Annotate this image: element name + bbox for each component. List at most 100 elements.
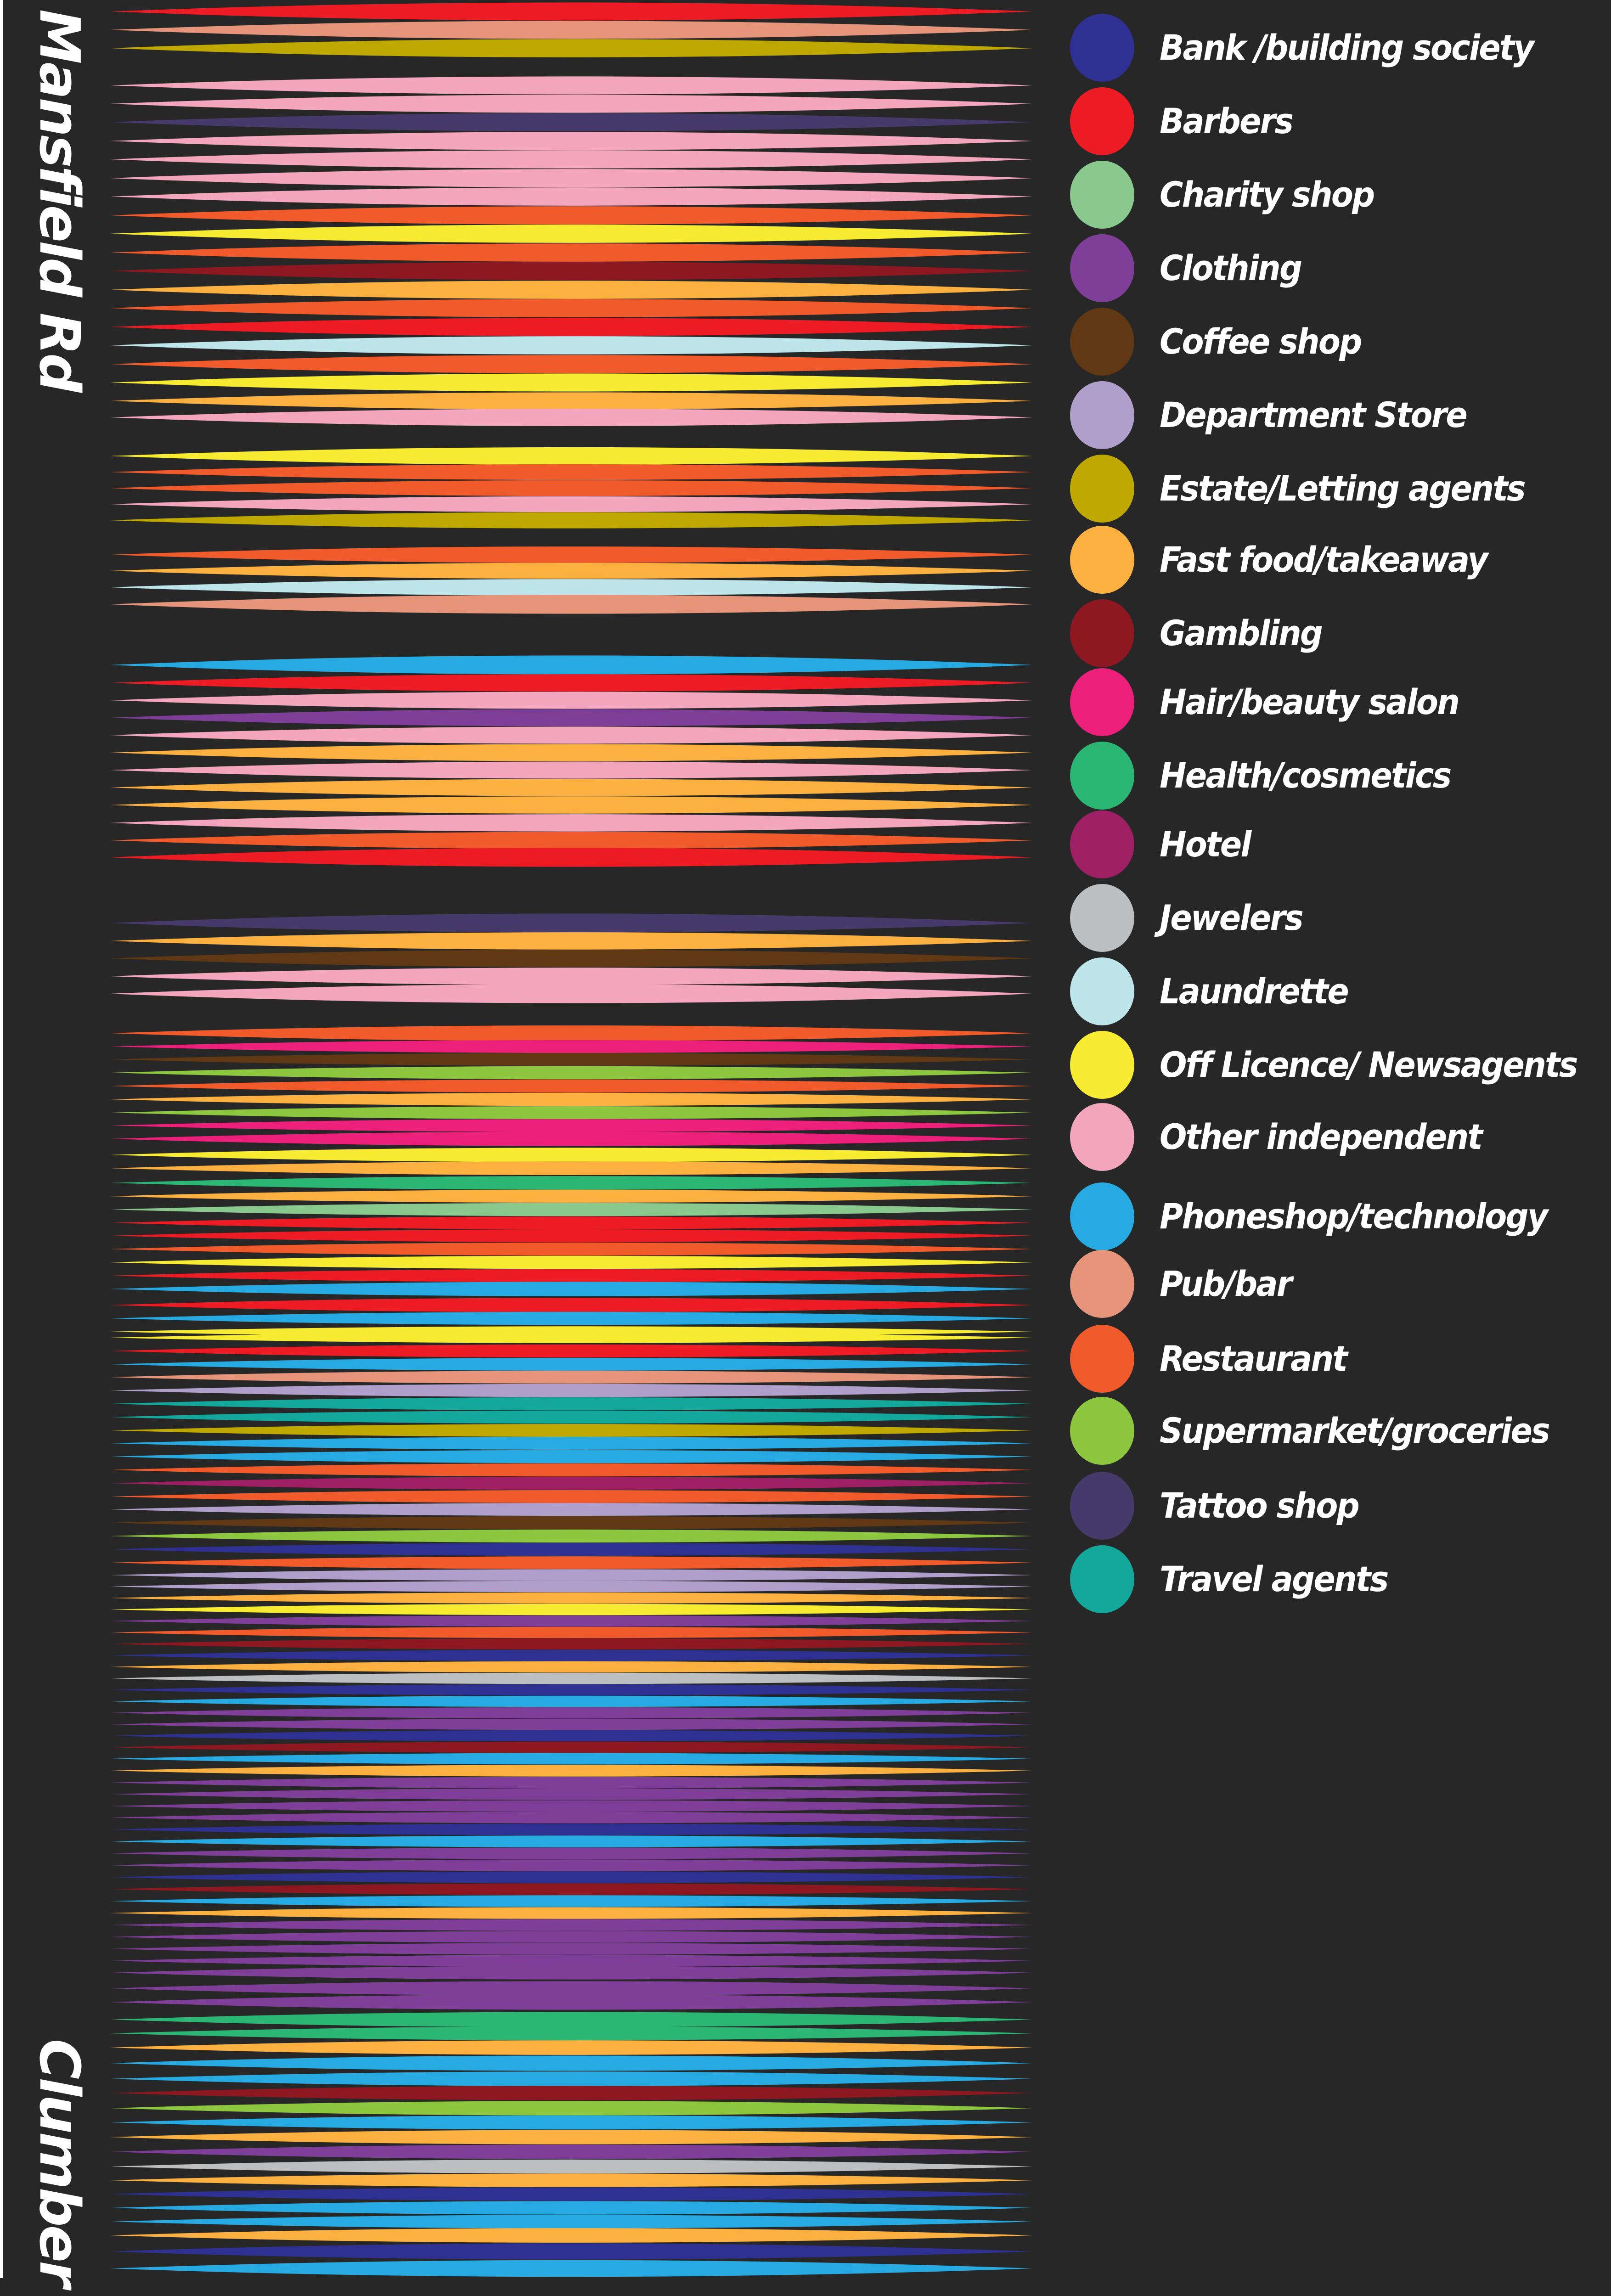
shop-stripe-restaurant (110, 243, 1032, 262)
shop-stripe-phone (110, 2071, 1032, 2086)
shop-stripe-travel (110, 1397, 1032, 1411)
shop-stripe-coffee (110, 1516, 1032, 1530)
legend-item-jewelers: Jewelers (1070, 884, 1603, 953)
shop-stripe-phone (110, 1695, 1032, 1707)
legend-label: Bank /building society (1160, 27, 1534, 68)
shop-stripe-gambling (110, 1883, 1032, 1895)
legend-swatch-icon (1070, 668, 1134, 736)
legend-label: Laundrette (1160, 971, 1349, 1012)
shop-stripe-hair (110, 1119, 1032, 1132)
shop-stripe-restaurant (110, 1242, 1032, 1256)
shop-stripe-barbers (110, 2, 1032, 21)
shop-stripe-pub (110, 595, 1032, 614)
legend-item-charity: Charity shop (1070, 161, 1603, 230)
shop-stripe-other (110, 692, 1032, 709)
legend-label: Fast food/takeaway (1160, 539, 1488, 580)
shop-stripe-clothing (110, 1943, 1032, 1955)
shop-stripe-phone (110, 1895, 1032, 1907)
shop-stripe-gambling (110, 1741, 1032, 1753)
legend-label: Coffee shop (1160, 321, 1362, 362)
shop-stripe-coffee (110, 950, 1032, 967)
shop-stripe-phone (110, 1282, 1032, 1296)
legend-item-laundrette: Laundrette (1070, 957, 1603, 1026)
shop-stripe-phone (110, 655, 1032, 675)
shop-stripe-fastfood (110, 2228, 1032, 2243)
shop-stripe-coffee (110, 1053, 1032, 1066)
shop-stripe-clothing (110, 1981, 1032, 1996)
shop-stripe-phone (110, 2215, 1032, 2228)
shop-stripe-department (110, 1569, 1032, 1581)
shop-stripe-bank (110, 1823, 1032, 1835)
legend-swatch-icon (1070, 526, 1134, 594)
shop-stripe-gambling (110, 262, 1032, 280)
shop-stripe-offlicence (110, 1604, 1032, 1615)
shop-stripe-phone (110, 1311, 1032, 1325)
shop-stripe-clothing (110, 1777, 1032, 1789)
legend-item-restaurant: Restaurant (1070, 1325, 1603, 1394)
shop-stripe-barbers (110, 1269, 1032, 1283)
shop-stripe-bank (110, 1871, 1032, 1883)
legend-label: Barbers (1160, 101, 1294, 141)
shop-stripe-clothing (110, 1931, 1032, 1943)
shop-stripe-other (110, 169, 1032, 187)
legend-swatch-icon (1070, 884, 1134, 952)
shop-stripe-bank (110, 1684, 1032, 1696)
legend-item-travel: Travel agents (1070, 1545, 1603, 1614)
shop-stripe-estate (110, 512, 1032, 529)
shop-stripe-department (110, 1581, 1032, 1593)
legend-label: Off Licence/ Newsagents (1160, 1044, 1578, 1085)
shop-stripe-other (110, 761, 1032, 779)
shop-stripe-clothing (110, 1847, 1032, 1859)
shop-stripe-restaurant (110, 1556, 1032, 1569)
shop-stripe-fastfood (110, 2130, 1032, 2144)
shop-stripe-restaurant (110, 1626, 1032, 1638)
legend-swatch-icon (1070, 14, 1134, 82)
shop-stripe-travel (110, 1410, 1032, 1424)
shop-stripe-clothing (110, 2144, 1032, 2159)
shop-stripe-fastfood (110, 1765, 1032, 1777)
shop-stripe-jewelers (110, 2159, 1032, 2174)
legend-label: Jewelers (1160, 897, 1304, 938)
legend-item-barbers: Barbers (1070, 87, 1603, 156)
shop-stripe-clothing (110, 709, 1032, 726)
shop-stripe-hair (110, 1040, 1032, 1053)
shop-stripe-clothing (110, 1919, 1032, 1931)
legend-item-hotel: Hotel (1070, 810, 1603, 879)
shop-stripe-other (110, 984, 1032, 1003)
shop-stripe-other (110, 150, 1032, 169)
legend-label: Health/cosmetics (1160, 755, 1452, 796)
shop-stripe-department (110, 1503, 1032, 1516)
street-label-top: Mansfield Rd (27, 9, 91, 391)
shop-stripe-estate (110, 1424, 1032, 1437)
shop-stripe-restaurant (110, 546, 1032, 563)
legend-swatch-icon (1070, 957, 1134, 1025)
legend-swatch-icon (1070, 87, 1134, 155)
legend-swatch-icon (1070, 1103, 1134, 1171)
shop-stripe-fastfood (110, 779, 1032, 796)
shop-stripe-restaurant (110, 1025, 1032, 1041)
legend-label: Phoneshop/technology (1160, 1196, 1548, 1237)
legend-label: Clothing (1160, 248, 1302, 288)
legend-swatch-icon (1070, 1325, 1134, 1393)
legend-item-gambling: Gambling (1070, 599, 1603, 668)
shop-stripe-gambling (110, 2086, 1032, 2100)
legend-swatch-icon (1070, 599, 1134, 667)
shop-stripe-hotel (110, 1476, 1032, 1490)
legend-item-supermarket: Supermarket/groceries (1070, 1397, 1603, 1466)
shop-stripe-other (110, 409, 1032, 426)
shop-stripe-phone (110, 2201, 1032, 2215)
legend-label: Charity shop (1160, 174, 1375, 215)
legend-label: Department Store (1160, 394, 1468, 435)
legend-swatch-icon (1070, 742, 1134, 810)
shop-stripe-hair (110, 1131, 1032, 1146)
legend-label: Travel agents (1160, 1559, 1389, 1599)
shop-stripe-barbers (110, 848, 1032, 867)
shop-stripe-offlicence (110, 1255, 1032, 1269)
shop-stripe-phone (110, 1753, 1032, 1765)
shop-stripe-bank (110, 2243, 1032, 2260)
shop-stripe-clothing (110, 1994, 1032, 2010)
shop-stripe-offlicence (110, 1148, 1032, 1162)
shop-stripe-fastfood (110, 1592, 1032, 1604)
legend-item-department: Department Store (1070, 381, 1603, 450)
shop-stripe-phone (110, 1835, 1032, 1847)
